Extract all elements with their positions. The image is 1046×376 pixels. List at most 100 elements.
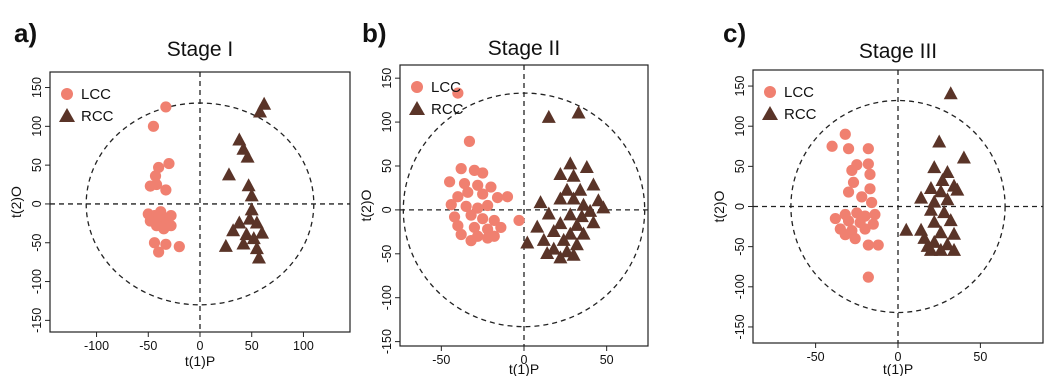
point-rcc xyxy=(530,219,545,233)
point-rcc xyxy=(559,182,574,196)
legend-label-rcc: RCC xyxy=(784,106,817,123)
point-lcc xyxy=(452,220,464,232)
x-tick-label: -50 xyxy=(139,339,157,353)
point-lcc xyxy=(150,178,163,191)
panel-letter: c) xyxy=(723,18,746,48)
point-lcc xyxy=(463,135,476,147)
point-lcc xyxy=(859,223,871,235)
y-axis-label: t(2)O xyxy=(358,189,374,221)
point-rcc xyxy=(546,241,561,255)
point-rcc xyxy=(232,132,247,146)
x-axis-label: t(1)P xyxy=(509,361,539,376)
point-lcc xyxy=(482,199,494,212)
point-rcc xyxy=(576,197,591,211)
point-rcc xyxy=(899,222,914,236)
point-rcc xyxy=(536,232,551,246)
chart-title: Stage III xyxy=(859,40,937,63)
point-lcc xyxy=(491,191,504,204)
point-lcc xyxy=(488,214,500,227)
point-lcc xyxy=(867,218,879,230)
y-tick-label: 150 xyxy=(733,76,747,97)
point-lcc xyxy=(847,176,860,189)
point-lcc xyxy=(846,164,858,176)
point-lcc xyxy=(839,229,851,241)
point-rcc xyxy=(244,188,259,202)
series-lcc xyxy=(444,87,525,247)
y-tick-label: -100 xyxy=(733,274,747,299)
point-rcc xyxy=(553,191,568,205)
point-lcc xyxy=(462,186,474,198)
point-lcc xyxy=(452,191,464,203)
point-lcc xyxy=(465,235,477,247)
point-lcc xyxy=(477,188,489,200)
point-rcc xyxy=(566,191,581,205)
point-lcc xyxy=(842,215,855,227)
point-rcc xyxy=(571,105,586,119)
x-tick-label: 0 xyxy=(197,339,204,353)
point-lcc xyxy=(826,140,838,152)
point-rcc xyxy=(255,225,270,239)
y-tick-label: 0 xyxy=(733,203,747,210)
point-lcc xyxy=(448,211,461,223)
legend-swatch-rcc xyxy=(409,101,425,115)
legend-swatch-lcc xyxy=(764,86,776,98)
point-lcc xyxy=(866,196,878,209)
point-rcc xyxy=(586,177,601,191)
point-rcc xyxy=(242,211,257,225)
point-lcc xyxy=(477,167,489,179)
point-rcc xyxy=(556,232,571,246)
panel-letter: a) xyxy=(14,18,37,48)
point-rcc xyxy=(226,223,241,237)
point-rcc xyxy=(541,206,556,220)
legend: LCC RCC xyxy=(409,79,464,118)
point-rcc xyxy=(541,109,556,123)
point-rcc xyxy=(253,104,267,118)
y-tick-label: 50 xyxy=(380,159,394,173)
x-tick-label: 100 xyxy=(293,339,314,353)
point-rcc xyxy=(935,173,950,187)
point-rcc xyxy=(943,213,958,227)
x-tick-label: -50 xyxy=(432,353,450,367)
point-lcc xyxy=(173,241,185,253)
legend-swatch-lcc xyxy=(411,81,423,93)
point-rcc xyxy=(563,207,578,221)
point-rcc xyxy=(927,160,942,174)
point-lcc xyxy=(452,87,464,99)
point-rcc xyxy=(923,242,938,256)
chart-title: Stage II xyxy=(488,37,560,60)
panel-letter: b) xyxy=(362,18,387,48)
point-rcc xyxy=(933,242,948,256)
confidence-ellipse xyxy=(790,99,1006,314)
point-lcc xyxy=(455,163,467,175)
point-rcc xyxy=(249,241,264,255)
point-rcc xyxy=(586,215,601,229)
x-axis-label: t(1)P xyxy=(185,353,215,369)
chart-panel-2: b) Stage II -50 0 50 -150 -100 -50 0 50 100 150 t(1)… xyxy=(358,18,649,376)
plot-area xyxy=(753,70,1043,343)
series-lcc xyxy=(142,101,185,258)
plot-area xyxy=(400,65,648,346)
point-rcc xyxy=(940,237,955,251)
point-lcc xyxy=(153,246,165,258)
point-rcc xyxy=(236,236,251,250)
point-lcc xyxy=(472,202,484,214)
point-rcc xyxy=(583,203,598,217)
point-rcc xyxy=(563,156,578,170)
point-rcc xyxy=(569,217,584,231)
point-rcc xyxy=(943,86,958,100)
confidence-ellipse xyxy=(402,92,646,328)
point-lcc xyxy=(501,191,514,203)
plot-area xyxy=(50,72,350,332)
point-lcc xyxy=(856,191,868,203)
point-rcc xyxy=(232,215,247,229)
point-rcc xyxy=(576,226,591,240)
point-rcc xyxy=(956,150,971,164)
point-lcc xyxy=(495,221,507,234)
point-rcc xyxy=(596,200,611,214)
point-rcc xyxy=(241,178,256,192)
y-tick-label: 150 xyxy=(380,68,394,89)
y-tick-label: 150 xyxy=(30,77,44,98)
point-rcc xyxy=(520,235,535,249)
confidence-ellipse xyxy=(85,102,315,306)
